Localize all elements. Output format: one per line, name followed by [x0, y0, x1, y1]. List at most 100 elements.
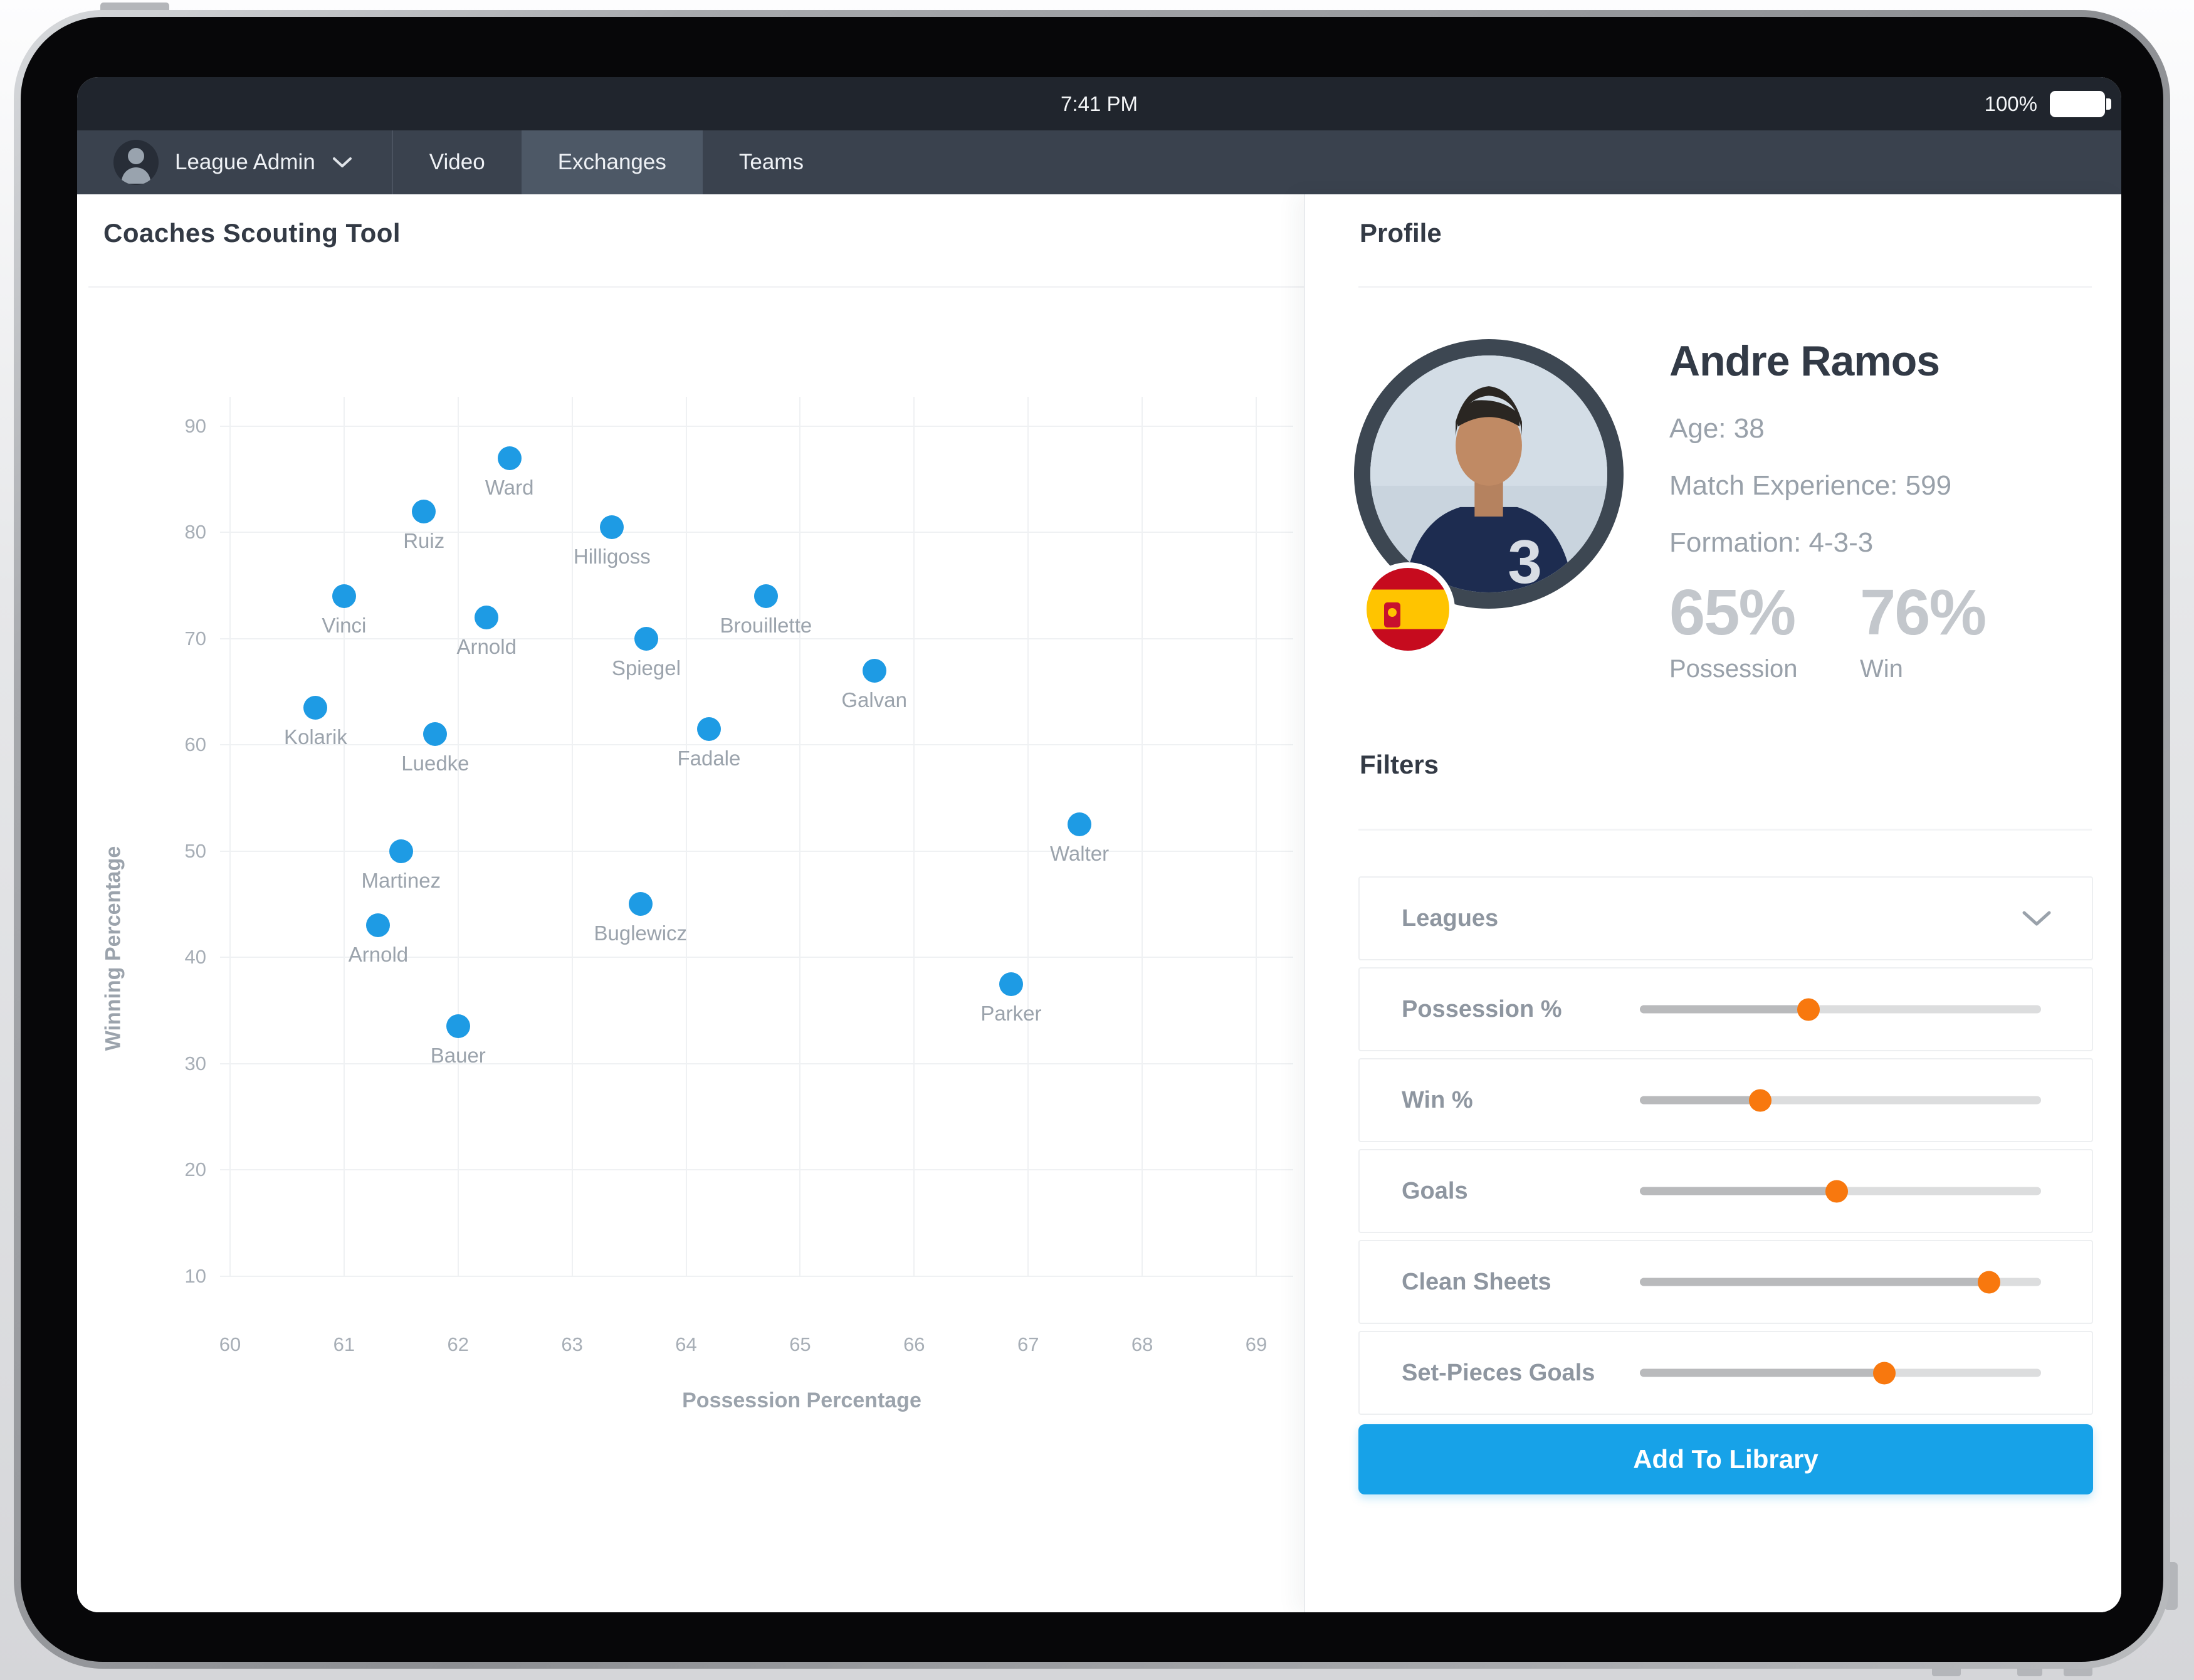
slider-knob[interactable]: [1873, 1362, 1896, 1384]
slider-knob[interactable]: [1749, 1089, 1771, 1111]
scatter-plot: Possession Percentage Winning Percentage…: [102, 397, 1293, 1412]
data-point-brouillette[interactable]: [753, 584, 778, 609]
user-avatar-head: [128, 148, 144, 164]
leagues-dropdown-label: Leagues: [1402, 905, 1499, 932]
gridline-v: [229, 397, 231, 1277]
gridline-h: [220, 1275, 1293, 1277]
data-point-galvan[interactable]: [862, 658, 886, 683]
data-point-label: Martinez: [361, 868, 441, 892]
y-tick-label: 70: [184, 627, 206, 649]
filter-label: Possession %: [1402, 995, 1562, 1022]
slider-fill: [1640, 1005, 1808, 1014]
filters-cards: Leagues Possession % Win % Goals Clean Shee…: [1358, 876, 2093, 1415]
x-tick-label: 67: [1017, 1333, 1039, 1355]
gridline-h: [220, 744, 1293, 746]
slider-track[interactable]: [1640, 1271, 2041, 1293]
data-point-arnold[interactable]: [475, 605, 499, 629]
gridline-v: [685, 397, 687, 1277]
player-match-experience: Match Experience: 599: [1669, 470, 1952, 501]
filter-label: Goals: [1402, 1177, 1468, 1204]
nav-bar: League Admin Video Exchanges Teams: [77, 130, 2121, 194]
data-point-label: Arnold: [348, 943, 409, 967]
y-tick-label: 90: [184, 415, 206, 437]
gridline-h: [220, 532, 1293, 533]
tab-video[interactable]: Video: [429, 150, 485, 174]
gridline-v: [343, 397, 345, 1277]
status-bar: 7:41 PM 100%: [77, 77, 2121, 130]
data-point-luedke[interactable]: [423, 722, 448, 747]
gridline-h: [220, 1063, 1293, 1064]
slider-knob[interactable]: [1825, 1180, 1848, 1202]
data-point-label: Galvan: [841, 688, 907, 711]
gridline-h: [220, 426, 1293, 427]
data-point-walter[interactable]: [1068, 812, 1092, 837]
x-tick-label: 69: [1245, 1333, 1268, 1355]
y-tick-label: 20: [184, 1158, 206, 1181]
profile-heading: Profile: [1360, 218, 1442, 248]
data-point-fadale[interactable]: [696, 717, 721, 741]
user-menu[interactable]: League Admin: [77, 130, 392, 194]
slider-track[interactable]: [1640, 1089, 2041, 1111]
gridline-v: [1142, 397, 1143, 1277]
data-point-vinci[interactable]: [332, 584, 356, 609]
battery-indicator: 100%: [1985, 77, 2111, 130]
status-time: 7:41 PM: [1061, 92, 1138, 115]
y-tick-label: 80: [184, 521, 206, 543]
data-point-label: Luedke: [401, 752, 470, 775]
leagues-dropdown[interactable]: Leagues: [1358, 876, 2093, 960]
svg-text:3: 3: [1508, 527, 1542, 592]
x-tick-label: 62: [447, 1333, 469, 1355]
data-point-bauer[interactable]: [446, 1014, 470, 1039]
x-tick-label: 68: [1131, 1333, 1153, 1355]
possession-stat-label: Possession: [1669, 655, 1798, 683]
filter-card-set-pieces-goals: Set-Pieces Goals: [1358, 1331, 2093, 1415]
data-point-label: Spiegel: [611, 656, 681, 680]
gridline-v: [457, 397, 459, 1277]
data-point-buglewicz[interactable]: [628, 892, 653, 916]
filter-label: Win %: [1402, 1086, 1473, 1113]
data-point-ruiz[interactable]: [412, 499, 436, 523]
title-divider: [88, 286, 1304, 288]
slider-track[interactable]: [1640, 1362, 2041, 1384]
nav-tabs: Video Exchanges Teams: [393, 130, 840, 194]
data-point-martinez[interactable]: [389, 839, 413, 863]
slider-knob[interactable]: [1797, 998, 1820, 1021]
gridline-v: [799, 397, 801, 1277]
data-point-parker[interactable]: [999, 972, 1023, 996]
gridline-h: [220, 850, 1293, 852]
data-point-label: Buglewicz: [594, 921, 688, 945]
x-axis-title: Possession Percentage: [682, 1389, 921, 1412]
gridline-v: [1255, 397, 1257, 1277]
data-point-label: Arnold: [456, 634, 517, 658]
x-tick-label: 60: [219, 1333, 241, 1355]
tab-exchanges[interactable]: Exchanges: [521, 130, 703, 194]
data-point-spiegel[interactable]: [634, 626, 658, 651]
data-point-label: Fadale: [677, 746, 741, 770]
slider-track[interactable]: [1640, 998, 2041, 1021]
x-tick-label: 66: [903, 1333, 925, 1355]
player-photo: 3: [1370, 355, 1607, 592]
data-point-arnold[interactable]: [366, 913, 391, 938]
slider-list: Possession % Win % Goals Clean Sheets Set-Pi…: [1358, 967, 2093, 1415]
filter-card-win: Win %: [1358, 1058, 2093, 1142]
add-to-library-button[interactable]: Add To Library: [1358, 1424, 2093, 1494]
slider-track[interactable]: [1640, 1180, 2041, 1202]
slider-fill: [1640, 1278, 1989, 1286]
profile-divider: [1358, 286, 2092, 288]
profile-panel: Profile 3: [1304, 194, 2121, 1612]
data-point-kolarik[interactable]: [303, 696, 328, 720]
slider-knob[interactable]: [1977, 1271, 2000, 1293]
filter-label: Set-Pieces Goals: [1402, 1359, 1595, 1386]
player-formation: Formation: 4-3-3: [1669, 527, 1874, 558]
spain-flag-icon: [1361, 562, 1455, 656]
data-point-label: Vinci: [322, 614, 367, 638]
gridline-h: [220, 638, 1293, 639]
data-point-hilligoss[interactable]: [600, 515, 624, 539]
tab-teams[interactable]: Teams: [738, 150, 804, 174]
data-point-label: Walter: [1050, 842, 1110, 866]
data-point-label: Ruiz: [403, 528, 445, 552]
slider-fill: [1640, 1187, 1837, 1195]
data-point-ward[interactable]: [497, 446, 522, 470]
gridline-v: [571, 397, 573, 1277]
filter-label: Clean Sheets: [1402, 1268, 1551, 1295]
